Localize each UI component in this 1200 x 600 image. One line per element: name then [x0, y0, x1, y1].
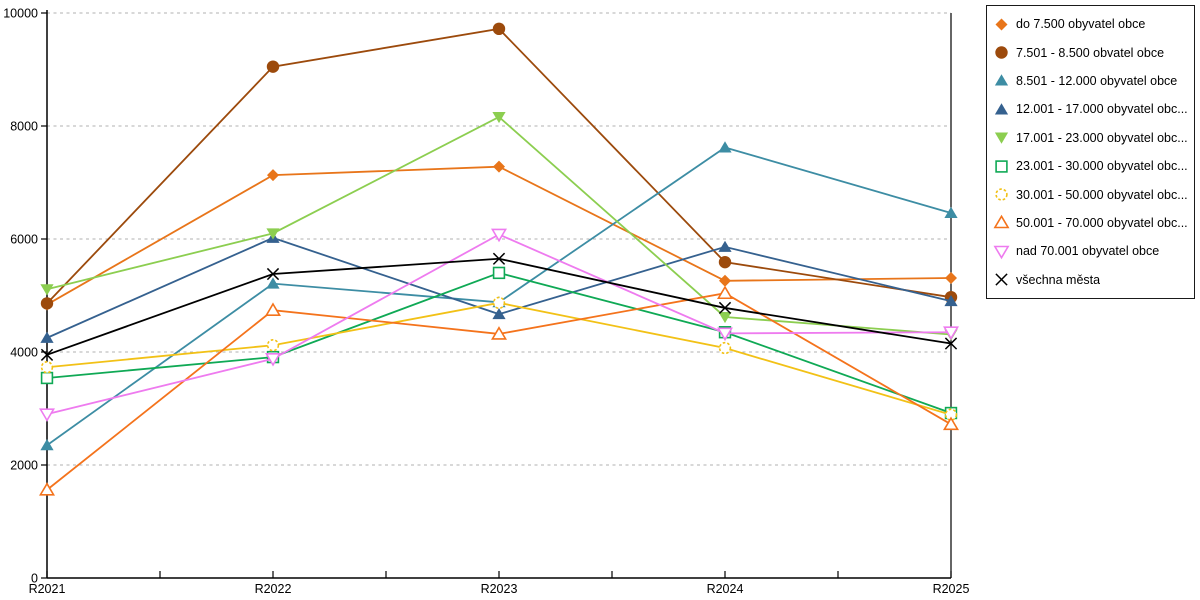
series-6 — [40, 296, 958, 421]
legend-item-label: 17.001 - 23.000 obyvatel obc... — [1016, 130, 1188, 145]
legend-item: nad 70.001 obyvatel obce — [993, 239, 1188, 263]
series-7 — [39, 285, 959, 496]
series-5 — [40, 266, 958, 420]
x-tick-label: R2023 — [481, 582, 518, 596]
x-tick-label: R2025 — [933, 582, 970, 596]
legend-item: 12.001 - 17.000 obyvatel obc... — [993, 97, 1188, 121]
legend-item: 23.001 - 30.000 obyvatel obc... — [993, 154, 1188, 178]
series-2 — [40, 141, 958, 451]
legend-item-label: 7.501 - 8.500 obvatel obce — [1016, 45, 1165, 60]
legend-marker-diamond-icon — [995, 18, 1008, 31]
legend-marker-circle-icon — [995, 46, 1008, 59]
legend-item: 8.501 - 12.000 obyvatel obce — [993, 69, 1188, 93]
legend-item-label: 12.001 - 17.000 obyvatel obc... — [1016, 102, 1188, 117]
legend-item-label: do 7.500 obyvatel obce — [1016, 17, 1146, 32]
series-3 — [40, 231, 958, 343]
legend-item: 17.001 - 23.000 obyvatel obc... — [993, 126, 1188, 150]
legend-marker-triangle-up-icon — [993, 215, 1010, 229]
chart-legend: do 7.500 obyvatel obce 7.501 - 8.500 obva… — [986, 5, 1195, 299]
legend-item-label: všechna města — [1016, 272, 1101, 287]
legend-marker-triangle-down-icon — [994, 132, 1009, 144]
series-9 — [40, 252, 958, 361]
legend-marker-triangle-up-icon — [994, 103, 1009, 115]
legend-marker-circle-icon — [995, 188, 1008, 201]
x-tick-label: R2021 — [29, 582, 66, 596]
series-8 — [39, 228, 959, 422]
y-tick-label: 2000 — [10, 459, 38, 473]
legend-item-label: 23.001 - 30.000 obyvatel obc... — [1016, 159, 1188, 174]
legend-item-label: 30.001 - 50.000 obyvatel obc... — [1016, 187, 1188, 202]
legend-item: 7.501 - 8.500 obvatel obce — [993, 41, 1188, 65]
legend-item: do 7.500 obyvatel obce — [993, 12, 1188, 36]
legend-marker-triangle-down-icon — [993, 245, 1010, 260]
y-tick-label: 8000 — [10, 120, 38, 134]
x-tick-label: R2022 — [255, 582, 292, 596]
axes: 0 2000 4000 6000 8000 10000 R2021 R2022 R2023 R20… — [3, 7, 969, 597]
legend-item-label: nad 70.001 obyvatel obce — [1016, 244, 1160, 259]
legend-marker-triangle-up-icon — [994, 74, 1009, 86]
x-tick-label: R2024 — [707, 582, 744, 596]
legend-item: 30.001 - 50.000 obyvatel obc... — [993, 183, 1188, 207]
legend-item-label: 50.001 - 70.000 obyvatel obc... — [1016, 215, 1188, 230]
y-tick-label: 4000 — [10, 346, 38, 360]
legend-marker-x-icon — [995, 273, 1008, 286]
y-tick-label: 6000 — [10, 233, 38, 247]
y-tick-label: 10000 — [3, 7, 38, 21]
legend-item-label: 8.501 - 12.000 obyvatel obce — [1016, 73, 1178, 88]
legend-marker-square-icon — [995, 159, 1008, 173]
legend-item: 50.001 - 70.000 obyvatel obc... — [993, 211, 1188, 235]
legend-item: všechna města — [993, 268, 1188, 292]
y-tick-label: 0 — [31, 572, 38, 586]
